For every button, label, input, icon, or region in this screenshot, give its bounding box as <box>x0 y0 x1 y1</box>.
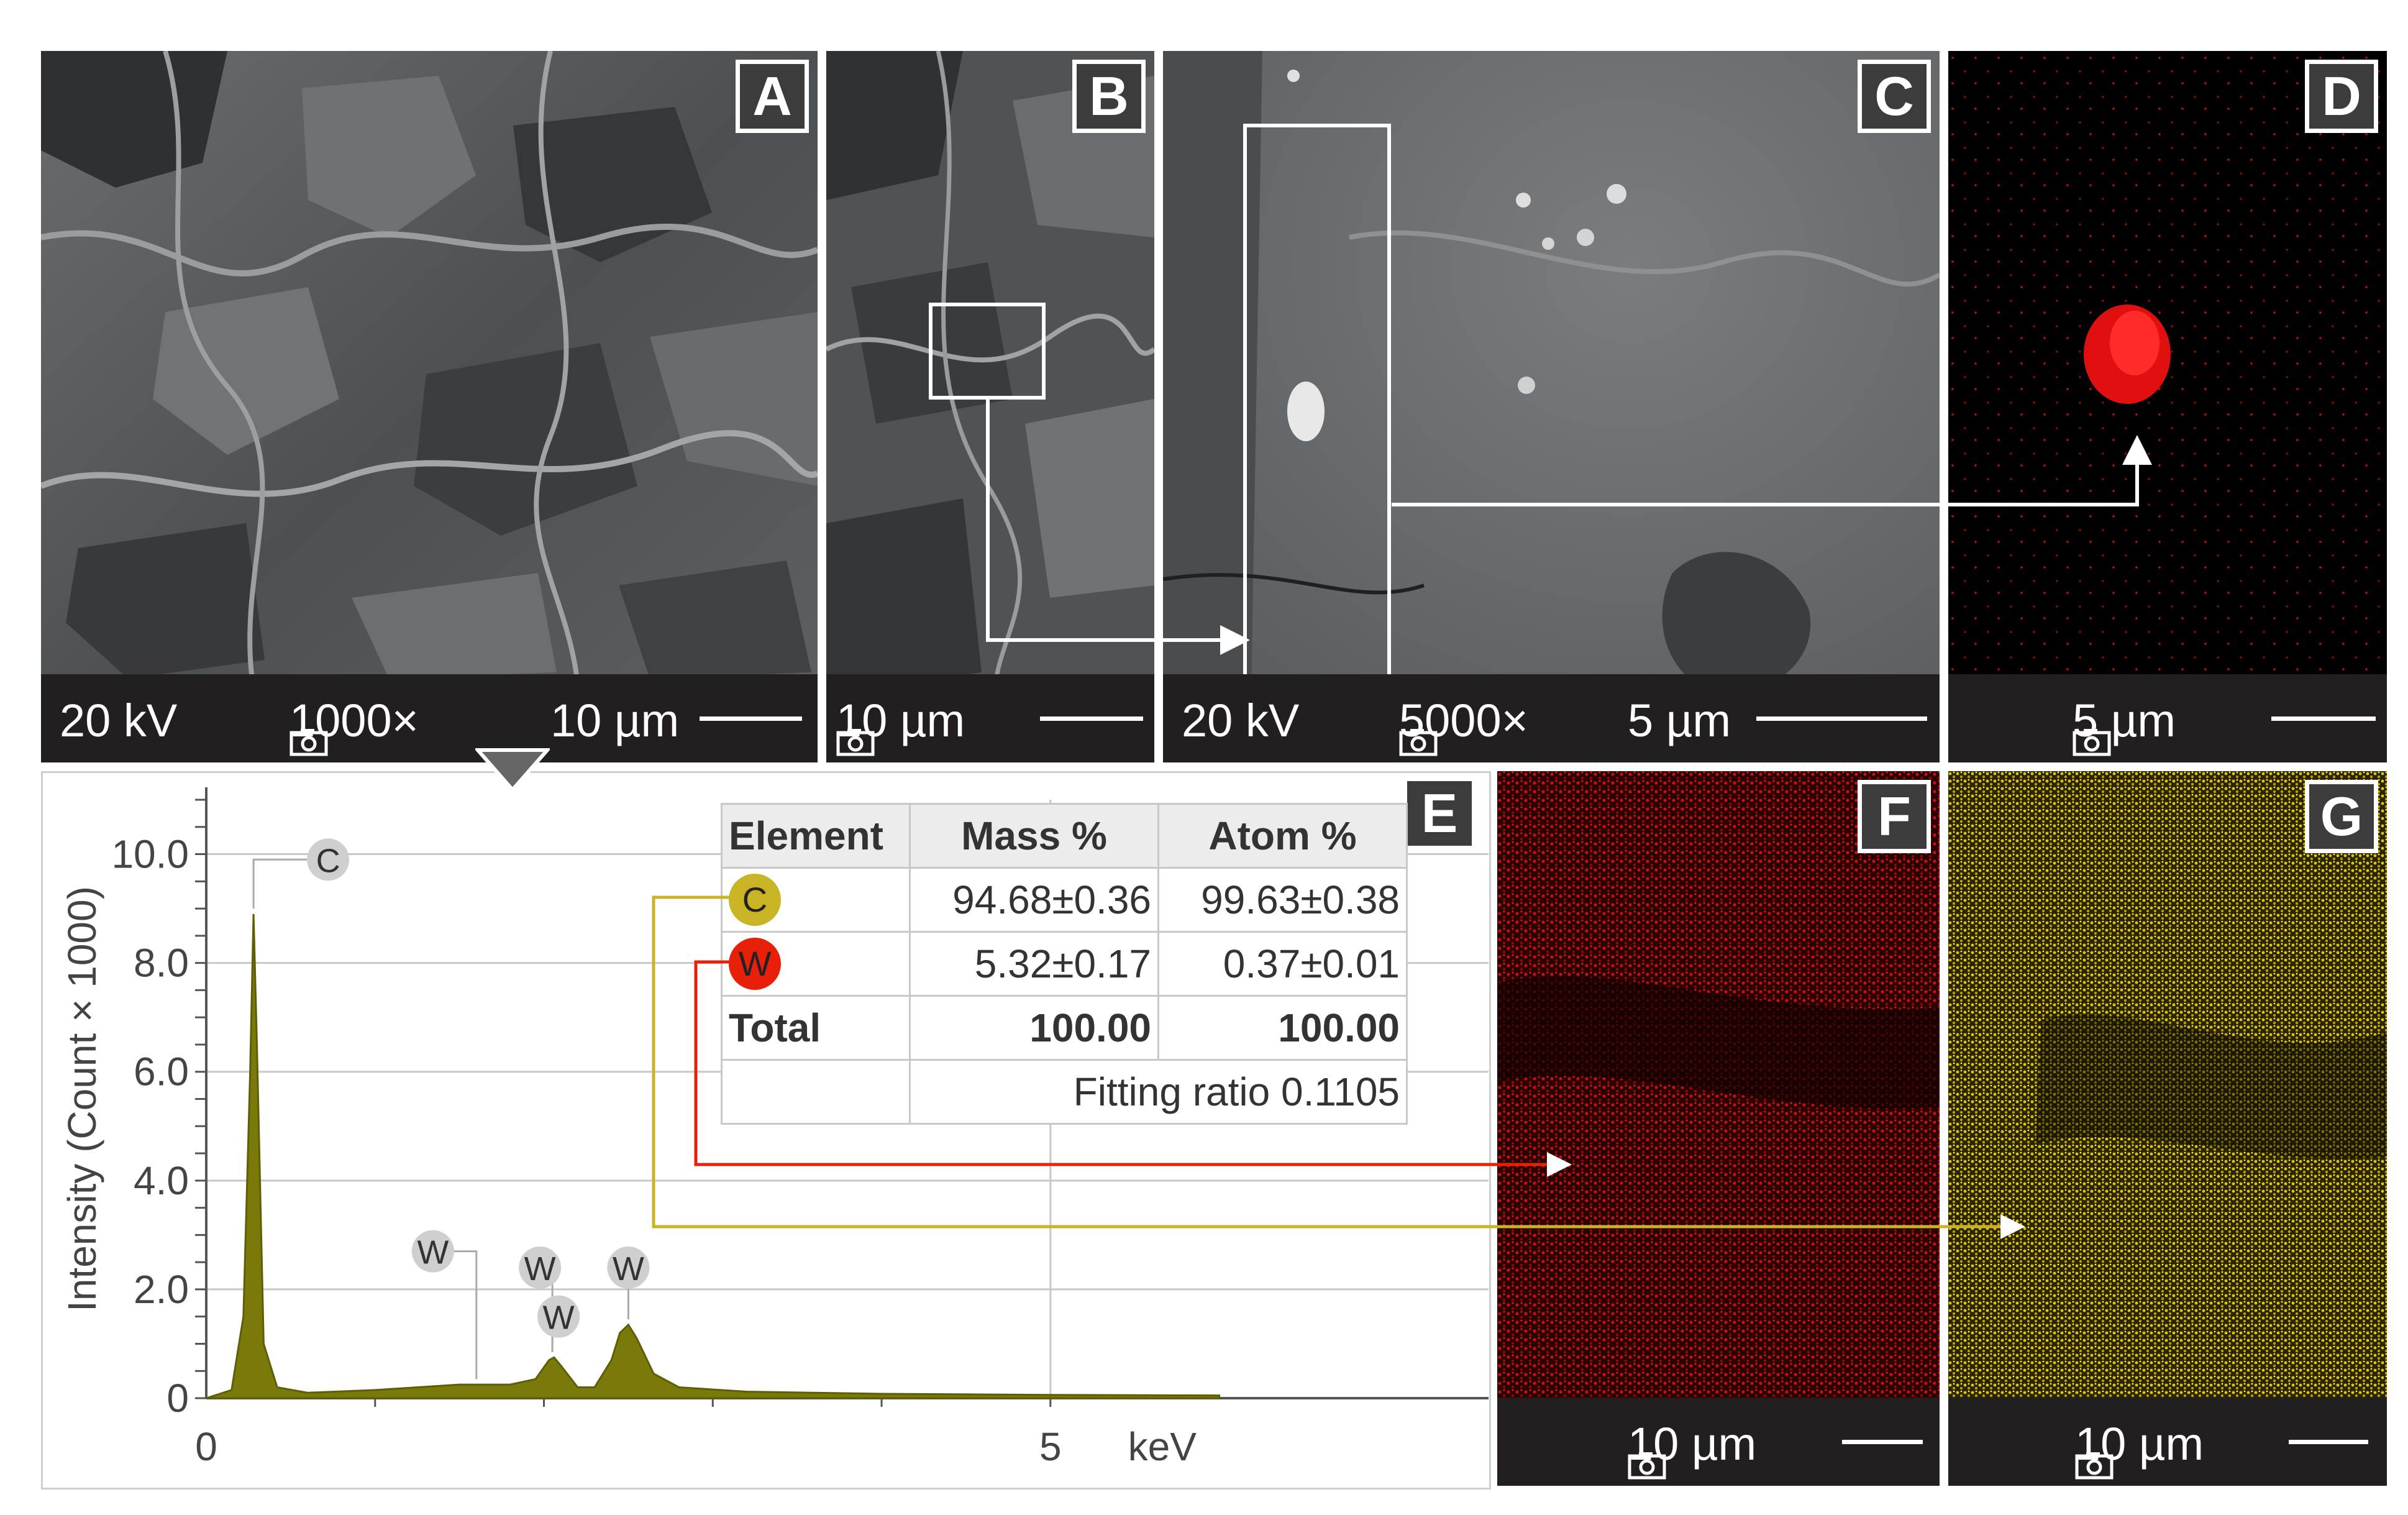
y-axis-label: Intensity (Count × 1000) <box>60 886 104 1312</box>
carbon-marker: C <box>729 874 781 926</box>
peak-label-badge <box>411 1230 454 1273</box>
panel-f-tungsten-map: F 10 µm <box>1497 771 1940 1486</box>
peak-label-badge <box>307 838 350 881</box>
table-cell-mass: 100.00 <box>909 995 1159 1061</box>
scale-bar-c: 20 kV 5000× 5 µm <box>1163 674 1940 762</box>
table-header-mass: Mass % <box>909 803 1159 869</box>
panel-letter-a: A <box>736 60 809 133</box>
scale-text-b: 10 µm <box>836 694 965 756</box>
peak-label: W <box>543 1299 575 1337</box>
table-cell-atom: 100.00 <box>1157 995 1408 1061</box>
scale-line-f <box>1842 1440 1923 1444</box>
y-tick-label: 4.0 <box>134 1158 189 1203</box>
table-cell-mass: 94.68±0.36 <box>909 867 1159 933</box>
magnification-label-c: 5000× <box>1399 694 1528 756</box>
fitting-ratio: Fitting ratio 0.1105 <box>909 1059 1408 1125</box>
camera-icon <box>1399 714 1438 756</box>
x-tick-label: 0 <box>195 1424 217 1469</box>
scale-line-d <box>2271 716 2376 721</box>
table-cell-element: Total <box>721 995 911 1061</box>
panel-d-eds-map: D 5 µm <box>1948 51 2387 762</box>
table-header-element: Element <box>721 803 911 869</box>
peak-label: W <box>524 1250 556 1288</box>
table-row: Fitting ratio 0.1105 <box>721 1059 1408 1125</box>
scale-line-b <box>1040 716 1143 721</box>
table-header-atom: Atom % <box>1157 803 1408 869</box>
arrow-c-to-d <box>1392 435 2152 506</box>
scale-text-g: 10 µm <box>2075 1417 2204 1480</box>
panel-letter-c: C <box>1858 60 1931 133</box>
voltage-label-c: 20 kV <box>1182 695 1300 746</box>
peak-label-badge <box>537 1295 580 1338</box>
scale-bar-f: 10 µm <box>1497 1398 1940 1486</box>
scale-text-f: 10 µm <box>1628 1417 1756 1480</box>
sem-texture-c <box>1163 51 1940 762</box>
camera-icon <box>2073 714 2111 756</box>
tungsten-particle-map <box>1948 51 2387 762</box>
panel-letter-g: G <box>2305 780 2378 853</box>
panel-letter-f: F <box>1858 780 1931 853</box>
x-axis-label: keV <box>1128 1424 1197 1469</box>
panel-a-sem-image: A 20 kV 1000× 10 µm <box>41 51 818 762</box>
spectrum-chart: 0 2.0 4.0 6.0 8.0 10.0 0 5 keV Intensity (Count ×… <box>60 787 1489 1469</box>
voltage-label-a: 20 kV <box>60 695 178 746</box>
y-tick-label: 2.0 <box>134 1267 189 1312</box>
peak-label: W <box>417 1234 449 1271</box>
table-row: Total 100.00 100.00 <box>721 995 1408 1061</box>
panel-g-carbon-map: G 10 µm <box>1948 771 2387 1486</box>
y-tick-label: 6.0 <box>134 1050 189 1094</box>
magnification-label-a: 1000× <box>290 694 419 756</box>
peak-label: W <box>613 1250 644 1288</box>
panel-c-sem-image: C 20 kV 5000× 5 µm <box>1163 51 1940 762</box>
scale-text-d: 5 µm <box>2073 694 2176 756</box>
tungsten-distribution-map <box>1497 771 1940 1399</box>
panel-letter-d: D <box>2305 60 2378 133</box>
scale-bar-a: 20 kV 1000× 10 µm <box>41 674 818 762</box>
panel-letter-b: B <box>1072 60 1146 133</box>
y-tick-label: 8.0 <box>134 941 189 986</box>
camera-icon <box>836 714 875 756</box>
scale-text-c: 5 µm <box>1628 695 1731 746</box>
camera-icon <box>1628 1437 1666 1480</box>
camera-icon <box>290 714 328 756</box>
scale-line-a <box>700 716 802 721</box>
table-cell-atom: 99.63±0.38 <box>1157 867 1408 933</box>
camera-icon <box>2075 1437 2114 1480</box>
table-cell-element: C <box>721 867 911 933</box>
arrow-w-to-f <box>694 960 1572 1177</box>
arrow-b-to-c <box>986 398 1250 655</box>
table-row: W 5.32±0.17 0.37±0.01 <box>721 931 1408 997</box>
sem-texture-a <box>41 51 818 762</box>
particle <box>1287 382 1325 441</box>
table-cell-atom: 0.37±0.01 <box>1157 931 1408 997</box>
table-cell-mass: 5.32±0.17 <box>909 931 1159 997</box>
scale-text-a: 10 µm <box>550 695 680 746</box>
peak-label-badge <box>519 1246 562 1289</box>
y-tick-label: 10.0 <box>111 832 189 877</box>
panel-letter-e: E <box>1403 777 1476 850</box>
scale-line-c <box>1756 716 1927 721</box>
peak-label-badge <box>607 1246 650 1289</box>
spectrum-area <box>206 913 1221 1399</box>
peak-label: C <box>316 842 340 879</box>
scale-bar-d: 5 µm <box>1948 674 2387 762</box>
carbon-distribution-map <box>1948 771 2387 1399</box>
scale-bar-g: 10 µm <box>1948 1398 2387 1486</box>
table-cell-element: W <box>721 931 911 997</box>
y-tick-label: 0 <box>166 1376 189 1421</box>
element-composition-table: Element Mass % Atom % C 94.68±0.36 99.63… <box>721 803 1408 1125</box>
panel-b-sem-image: B 10 µm <box>826 51 1154 762</box>
tungsten-marker: W <box>729 938 781 990</box>
table-row: C 94.68±0.36 99.63±0.38 <box>721 867 1408 933</box>
scale-line-g <box>2289 1440 2368 1444</box>
x-tick-label: 5 <box>1039 1424 1062 1469</box>
down-triangle-icon <box>475 748 550 792</box>
scale-bar-b: 10 µm <box>826 674 1154 762</box>
arrow-c-to-g <box>652 895 2025 1239</box>
peak-leader <box>252 858 308 909</box>
